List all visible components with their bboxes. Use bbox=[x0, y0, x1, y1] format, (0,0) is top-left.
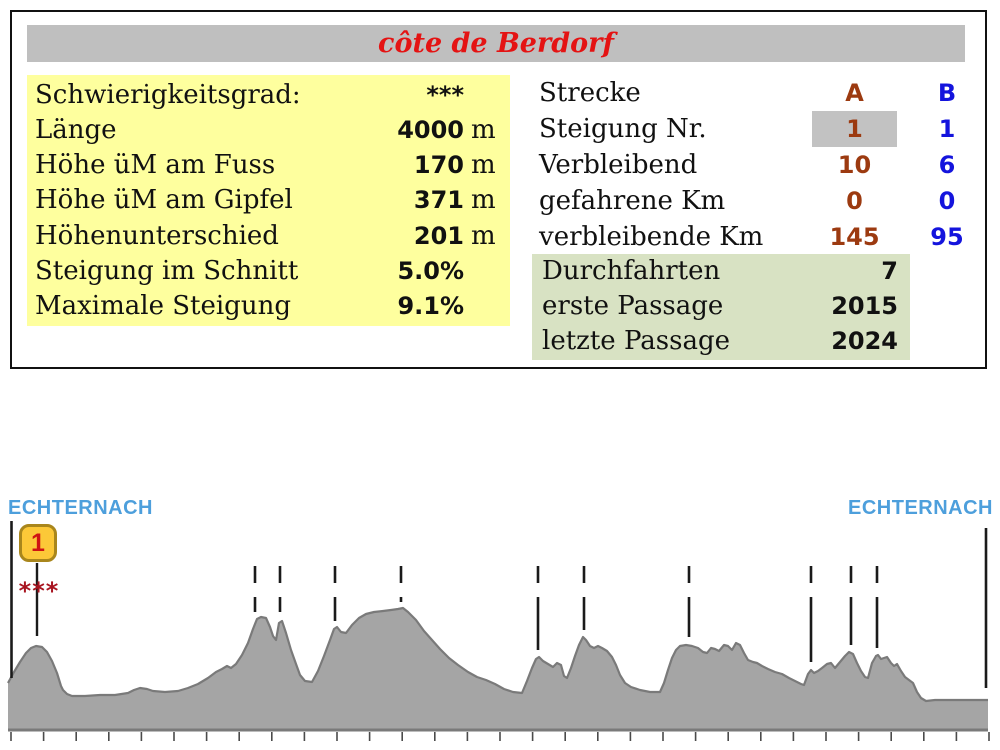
route-b-value: 0 bbox=[938, 187, 956, 215]
stat-row-elevation-gain: Höhenunterschied 201 m bbox=[27, 219, 510, 253]
route-col-a-header: A bbox=[845, 79, 864, 107]
stat-value: 201 bbox=[413, 221, 464, 250]
passage-row-count: Durchfahrten 7 bbox=[532, 254, 910, 289]
route-header-label: Strecke bbox=[539, 78, 641, 108]
route-a-value: 10 bbox=[837, 151, 872, 179]
passage-panel: Durchfahrten 7 erste Passage 2015 letzte… bbox=[532, 254, 910, 360]
climb-difficulty-stars: *** bbox=[18, 577, 60, 605]
climb-title: côte de Berdorf bbox=[378, 28, 614, 59]
passage-label: erste Passage bbox=[542, 291, 724, 321]
stat-label: Höhe üM am Gipfel bbox=[35, 185, 293, 216]
route-row-climb-number: Steigung Nr. 1 1 bbox=[537, 111, 997, 147]
passage-label: Durchfahrten bbox=[542, 256, 721, 286]
stat-label: Maximale Steigung bbox=[35, 291, 291, 322]
climb-number-badge: 1 bbox=[19, 524, 57, 562]
stat-row-foot-elevation: Höhe üM am Fuss 170 m bbox=[27, 148, 510, 182]
stat-value: 9.1% bbox=[397, 292, 464, 321]
stat-unit: m bbox=[471, 114, 496, 145]
route-b-value: 95 bbox=[930, 223, 964, 251]
stat-label: Höhenunterschied bbox=[35, 220, 279, 251]
stat-unit: m bbox=[471, 150, 496, 181]
route-label: verbleibende Km bbox=[539, 222, 764, 252]
stat-value: 170 bbox=[413, 151, 464, 180]
climb-stats-panel: Schwierigkeitsgrad: *** Länge 4000 m Höh… bbox=[27, 75, 510, 326]
climb-number: 1 bbox=[31, 529, 45, 557]
passage-value: 2024 bbox=[831, 327, 898, 355]
stat-label: Höhe üM am Fuss bbox=[35, 150, 276, 181]
stat-unit: m bbox=[471, 185, 496, 216]
stat-row-summit-elevation: Höhe üM am Gipfel 371 m bbox=[27, 183, 510, 217]
route-header-row: Strecke A B bbox=[537, 75, 997, 111]
stat-row-avg-gradient: Steigung im Schnitt 5.0% bbox=[27, 254, 510, 288]
stat-value: 4000 bbox=[397, 115, 464, 144]
route-label: gefahrene Km bbox=[539, 186, 726, 216]
route-label: Verbleibend bbox=[539, 150, 698, 180]
stat-value: *** bbox=[426, 80, 464, 109]
stat-label: Steigung im Schnitt bbox=[35, 256, 299, 287]
stat-row-max-gradient: Maximale Steigung 9.1% bbox=[27, 289, 510, 323]
passage-row-last: letzte Passage 2024 bbox=[532, 324, 910, 359]
route-b-value: 6 bbox=[938, 151, 956, 179]
passage-label: letzte Passage bbox=[542, 326, 730, 356]
climb-info-box: côte de Berdorf Schwierigkeitsgrad: *** … bbox=[10, 10, 987, 369]
stat-label: Schwierigkeitsgrad: bbox=[35, 79, 301, 110]
route-a-value: 145 bbox=[829, 223, 880, 251]
route-a-value: 0 bbox=[846, 187, 863, 215]
stat-row-difficulty: Schwierigkeitsgrad: *** bbox=[27, 78, 510, 112]
stat-label: Länge bbox=[35, 114, 117, 145]
route-row-remaining: Verbleibend 10 6 bbox=[537, 147, 997, 183]
end-town-label: ECHTERNACH bbox=[848, 497, 993, 519]
route-col-b-header: B bbox=[937, 79, 957, 107]
route-label: Steigung Nr. bbox=[539, 114, 707, 144]
route-row-km-remaining: verbleibende Km 145 95 bbox=[537, 219, 997, 255]
start-town-label: ECHTERNACH bbox=[8, 497, 153, 519]
climb-title-bar: côte de Berdorf bbox=[27, 25, 965, 62]
stat-unit: m bbox=[471, 220, 496, 251]
route-table: Strecke A B Steigung Nr. 1 1 Verbleibend… bbox=[537, 75, 997, 255]
stat-value: 5.0% bbox=[397, 257, 464, 286]
route-a-value-selected-cell[interactable]: 1 bbox=[812, 111, 897, 147]
passage-row-first: erste Passage 2015 bbox=[532, 289, 910, 324]
stat-row-length: Länge 4000 m bbox=[27, 113, 510, 147]
route-b-value: 1 bbox=[938, 115, 956, 143]
passage-value: 2015 bbox=[831, 292, 898, 320]
passage-value: 7 bbox=[881, 257, 898, 285]
stat-value: 371 bbox=[413, 186, 464, 215]
route-row-km-ridden: gefahrene Km 0 0 bbox=[537, 183, 997, 219]
